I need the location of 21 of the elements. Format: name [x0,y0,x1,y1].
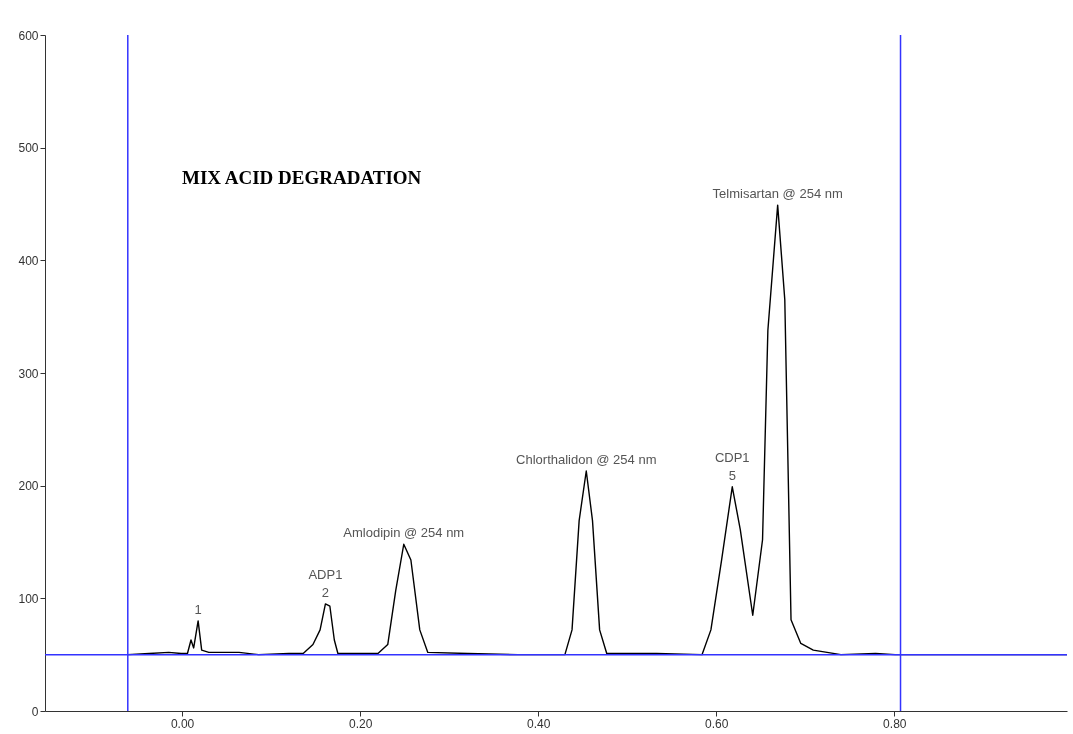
x-tick-label: 0.40 [527,716,551,731]
y-tick-label: 300 [18,366,39,381]
y-tick-label: 600 [18,28,39,43]
y-tick-label: 100 [18,591,39,606]
annotation: ADP1 [308,566,343,582]
y-tick-label: 500 [18,141,39,156]
x-tick-label: 0.80 [883,716,907,731]
annotation: 2 [321,584,330,600]
annotation: Amlodipin @ 254 nm [343,525,465,541]
y-tick-label: 0 [31,704,39,719]
annotation: MIX ACID DEGRADATION [182,167,422,188]
annotation: Telmisartan @ 254 nm [712,186,843,202]
annotation: 5 [728,467,736,483]
y-tick-label: 200 [18,479,39,494]
y-tick-label: 400 [18,253,39,268]
annotation: Chlorthalidon @ 254 nm [516,452,657,468]
annotation: 1 [194,601,202,617]
annotation: CDP1 [714,449,750,465]
x-tick-label: 0.20 [348,716,373,731]
x-tick-label: 0.60 [705,716,729,731]
x-tick-label: 0.00 [170,716,195,731]
